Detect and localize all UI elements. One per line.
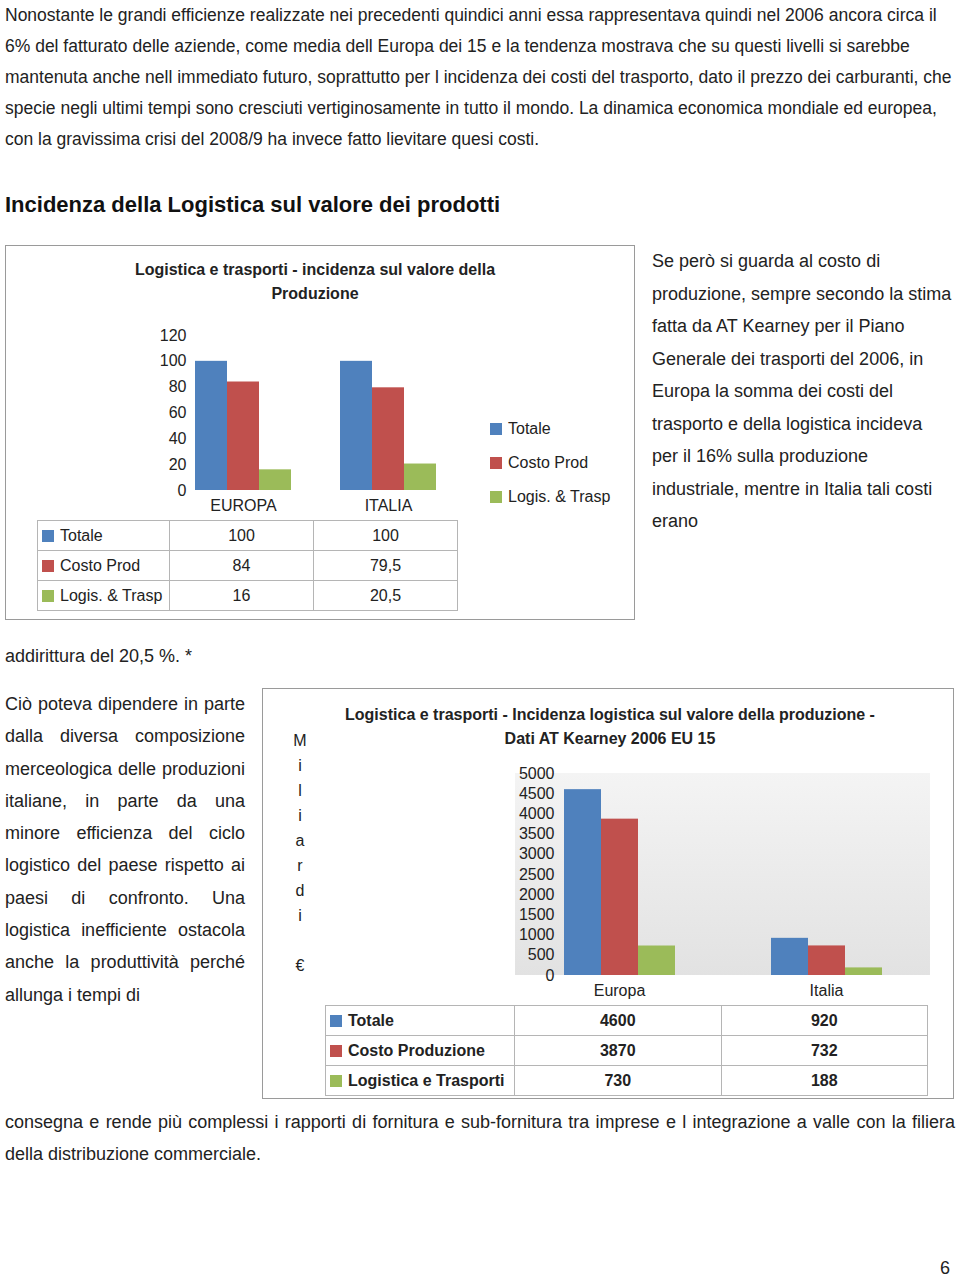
html-text:Totale: Totale	[60, 526, 103, 544]
svg-text:20: 20	[169, 456, 187, 473]
svg-text:3500: 3500	[519, 825, 555, 842]
html-text:Nonostante le grandi efficienz: Nonostante le grandi efficienze realizza…	[5, 5, 952, 149]
html-text:a: a	[295, 832, 305, 849]
svg-text:80: 80	[169, 378, 187, 395]
html-text:79,5: 79,5	[369, 556, 402, 574]
svg-text:1500: 1500	[519, 906, 555, 923]
html-text:i: i	[298, 757, 302, 774]
html-text:Totale: Totale	[508, 420, 551, 437]
html-text:r: r	[297, 857, 303, 874]
html-text:20,5: 20,5	[369, 586, 402, 604]
html-text:Logis. & Trasp: Logis. & Trasp	[508, 488, 611, 505]
html-text:addirittura del 20,5 %. *: addirittura del 20,5 %. *	[5, 646, 193, 666]
svg-text:Italia: Italia	[810, 982, 844, 999]
html-text:M: M	[293, 732, 307, 749]
svg-text:40: 40	[169, 430, 187, 447]
html-text:Se però si guarda al costo di: Se però si guarda al costo di produzione…	[652, 251, 952, 531]
svg-text:0: 0	[546, 967, 555, 984]
svg-text:Europa: Europa	[594, 982, 646, 999]
svg-text:4000: 4000	[519, 805, 555, 822]
html-text:730: 730	[604, 1071, 632, 1089]
svg-text:4500: 4500	[519, 785, 555, 802]
html-text:Logistica e trasporti - incide: Logistica e trasporti - incidenza sul va…	[134, 261, 495, 302]
svg-text:ITALIA: ITALIA	[365, 497, 413, 514]
html-text:920: 920	[810, 1011, 838, 1029]
html-text:Logis. & Trasp: Logis. & Trasp	[60, 586, 163, 604]
html-text:100: 100	[228, 526, 255, 544]
html-text:i: i	[298, 907, 302, 924]
html-text:d: d	[295, 882, 305, 899]
html-text:84: 84	[232, 556, 251, 574]
html-text:Costo Prod: Costo Prod	[508, 454, 588, 471]
html-text:100: 100	[372, 526, 399, 544]
html-text:3870: 3870	[600, 1041, 636, 1059]
svg-text:EUROPA: EUROPA	[210, 497, 277, 514]
svg-text:2000: 2000	[519, 886, 555, 903]
html-text:4600: 4600	[600, 1011, 636, 1029]
html-text:Logistica e trasporti - Incide: Logistica e trasporti - Incidenza logist…	[345, 706, 875, 747]
svg-text:0: 0	[178, 482, 187, 499]
html-text:Costo Prod: Costo Prod	[60, 556, 140, 574]
html-text:732: 732	[810, 1041, 838, 1059]
html-text:l: l	[298, 782, 302, 799]
html-text:Totale: Totale	[348, 1011, 394, 1029]
svg-text:120: 120	[160, 327, 187, 344]
svg-text:500: 500	[528, 946, 555, 963]
html-text:Costo Produzione: Costo Produzione	[348, 1041, 485, 1059]
html-text:Logistica e Trasporti: Logistica e Trasporti	[348, 1071, 505, 1089]
svg-text:60: 60	[169, 404, 187, 421]
svg-text:5000: 5000	[519, 765, 555, 782]
html-text:Ciò poteva dipendere in parte: Ciò poteva dipendere in parte dalla dive…	[5, 694, 245, 1005]
html-text:188: 188	[810, 1071, 838, 1089]
html-text:consegna e rende più complessi: consegna e rende più complessi i rapport…	[5, 1112, 955, 1164]
svg-text:1000: 1000	[519, 926, 555, 943]
svg-text:100: 100	[160, 352, 187, 369]
html-text:16: 16	[232, 586, 251, 604]
html-text:Incidenza della Logistica sul: Incidenza della Logistica sul valore dei…	[5, 192, 501, 217]
svg-text:2500: 2500	[519, 866, 555, 883]
svg-text:3000: 3000	[519, 845, 555, 862]
html-text:i: i	[298, 807, 302, 824]
html-text:6: 6	[940, 1258, 950, 1277]
